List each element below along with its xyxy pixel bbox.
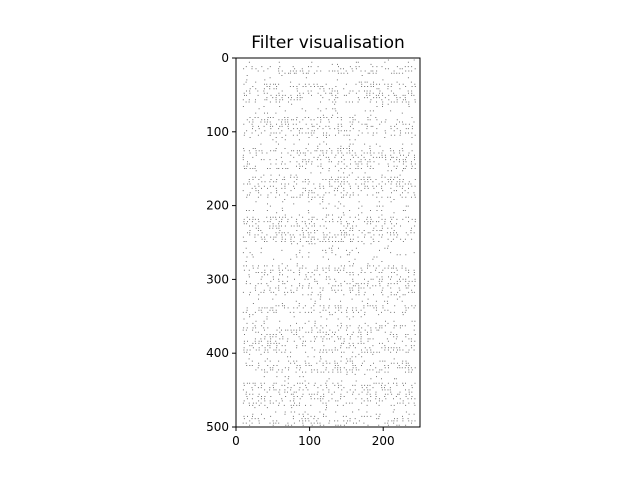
x-tick-label: 0 xyxy=(232,434,240,448)
x-tick-label: 100 xyxy=(298,434,321,448)
x-axis: 0 100 200 xyxy=(232,427,394,448)
x-tick-label: 200 xyxy=(372,434,395,448)
filter-image xyxy=(243,60,416,426)
y-tick-label: 100 xyxy=(206,125,229,139)
y-tick-label: 200 xyxy=(206,199,229,213)
y-tick-label: 300 xyxy=(206,272,229,286)
y-tick-label: 0 xyxy=(221,51,229,65)
y-tick-label: 400 xyxy=(206,346,229,360)
axes-frame xyxy=(236,58,420,427)
y-tick-label: 500 xyxy=(206,420,229,434)
chart-title: Filter visualisation xyxy=(251,33,405,53)
filter-pixels xyxy=(243,60,416,426)
y-axis: 0 100 200 300 400 500 xyxy=(206,51,236,434)
